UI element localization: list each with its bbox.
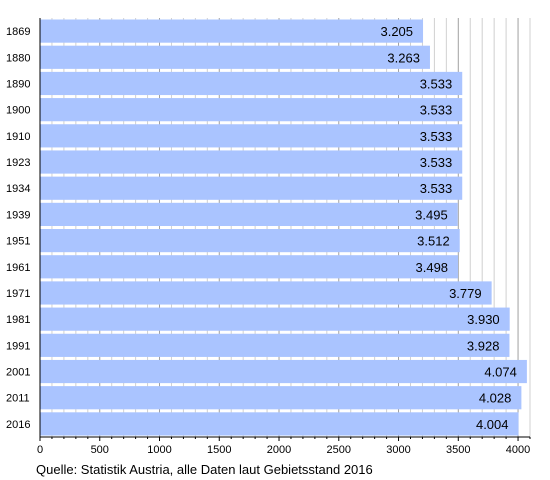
category-label: 2001: [6, 367, 30, 379]
category-labels: 1869 1880 1890 1900 1910 1923 1934 1939 1951 1961…: [6, 26, 30, 431]
category-label: 1991: [6, 340, 30, 352]
category-label: 1981: [6, 314, 30, 326]
category-label: 1939: [6, 209, 30, 221]
bar: [40, 71, 463, 96]
bar: [40, 176, 463, 200]
bar: [40, 202, 458, 226]
bar: [40, 307, 510, 331]
bar: [40, 150, 463, 174]
value-label: 3.205: [380, 24, 413, 39]
value-label: 3.263: [387, 50, 420, 65]
value-label: 3.533: [420, 129, 453, 144]
bar: [40, 229, 460, 253]
x-tick-label: 4000: [506, 444, 530, 456]
value-label: 3.495: [415, 207, 448, 222]
value-label: 3.533: [420, 181, 453, 196]
category-label: 1910: [6, 131, 30, 143]
x-tick-label: 1500: [207, 444, 231, 456]
value-label: 3.930: [467, 312, 500, 327]
value-label: 3.512: [417, 234, 450, 249]
category-label: 1900: [6, 105, 30, 117]
category-label: 2011: [6, 393, 30, 405]
bar: [40, 359, 527, 384]
x-tick-labels: 0 500 1000 1500 2000 2500 3000 3500 4000: [37, 444, 530, 456]
x-tick-label: 2500: [327, 444, 351, 456]
category-label: 1923: [6, 157, 30, 169]
category-label: 1971: [6, 288, 30, 300]
bar: [40, 45, 430, 69]
bars-group: [40, 19, 527, 436]
value-labels: 3.2053.2633.5333.5333.5333.5333.5333.495…: [380, 24, 516, 432]
bar: [40, 124, 463, 148]
bar: [40, 19, 424, 43]
x-tick-label: 3500: [446, 444, 470, 456]
category-label: 1934: [6, 183, 30, 195]
value-label: 3.533: [420, 103, 453, 118]
value-label: 3.533: [420, 155, 453, 170]
value-label: 3.498: [416, 260, 449, 275]
value-label: 3.533: [420, 76, 453, 91]
category-label: 2016: [6, 419, 30, 431]
category-label: 1880: [6, 52, 30, 64]
category-label: 1869: [6, 26, 30, 38]
category-label: 1890: [6, 78, 30, 90]
x-tick-label: 0: [37, 444, 43, 456]
bar: [40, 281, 492, 305]
value-label: 4.074: [484, 365, 517, 380]
axes-group: [39, 18, 531, 441]
value-label: 3.928: [467, 338, 500, 353]
x-tick-label: 1000: [147, 444, 171, 456]
value-label: 4.028: [479, 391, 512, 406]
category-label: 1951: [6, 236, 30, 248]
x-tick-label: 500: [91, 444, 109, 456]
bar: [40, 255, 459, 279]
bar: [40, 333, 510, 357]
bar: [40, 98, 463, 122]
bar: [40, 386, 522, 410]
source-note: Quelle: Statistik Austria, alle Daten la…: [36, 462, 373, 477]
bar: [40, 412, 519, 436]
x-tick-label: 2000: [267, 444, 291, 456]
x-tick-label: 3000: [386, 444, 410, 456]
value-label: 3.779: [449, 286, 482, 301]
value-label: 4.004: [476, 417, 509, 432]
category-label: 1961: [6, 262, 30, 274]
